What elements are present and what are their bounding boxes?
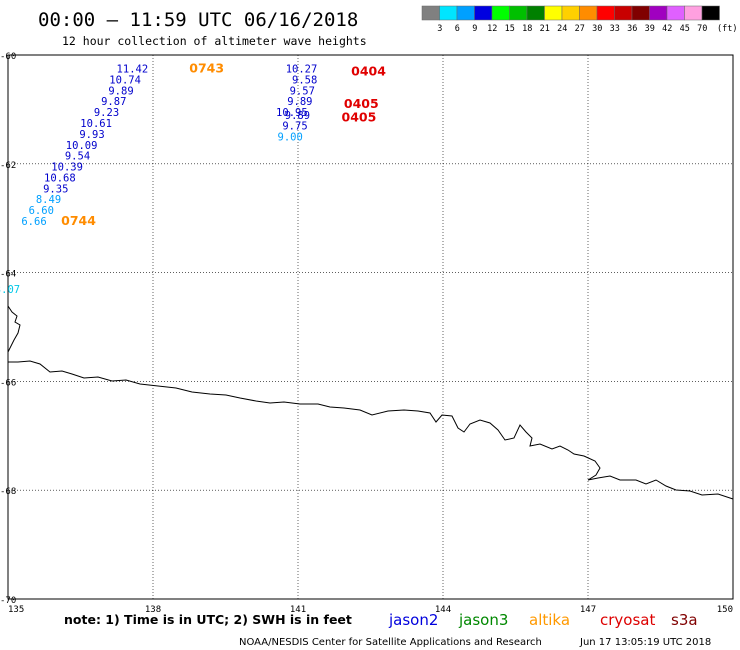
lat-tick-label: -66 xyxy=(0,378,16,388)
swh-value: 10.68 xyxy=(44,172,76,184)
swh-value: 9.54 xyxy=(65,151,90,163)
lat-tick-label: -62 xyxy=(0,161,16,171)
lat-tick-label: -70 xyxy=(0,596,16,606)
legend-label: 36 xyxy=(627,24,637,34)
legend-label: 21 xyxy=(540,24,550,34)
credit-line: NOAA/NESDIS Center for Satellite Applica… xyxy=(239,637,542,648)
swh-value: 9.87 xyxy=(101,96,126,108)
legend-swatch xyxy=(666,5,685,21)
pass-time: 0405 xyxy=(342,110,377,125)
legend-label: 33 xyxy=(610,24,620,34)
footer-note: note: 1) Time is in UTC; 2) SWH is in fe… xyxy=(64,612,352,627)
swh-value: 9.75 xyxy=(282,121,307,133)
legend-label: 42 xyxy=(662,24,672,34)
swh-value: 10.39 xyxy=(51,162,83,174)
legend-label: 9 xyxy=(472,24,477,34)
pass-time: 0743 xyxy=(189,61,224,76)
legend-swatch xyxy=(649,5,668,21)
lon-tick-label: 144 xyxy=(435,605,451,615)
legend-swatch xyxy=(579,5,598,21)
map-subtitle: 12 hour collection of altimeter wave hei… xyxy=(62,34,367,48)
swh-value: 11.42 xyxy=(117,64,149,76)
swh-value: 6.66 xyxy=(21,216,46,228)
swh-value: 9.89 xyxy=(285,110,310,122)
legend-swatch xyxy=(421,5,440,21)
swh-value: 9.93 xyxy=(79,129,104,141)
lat-tick-label: -68 xyxy=(0,487,16,497)
lat-tick-label: -60 xyxy=(0,52,16,62)
lon-tick-label: 147 xyxy=(580,605,596,615)
swh-value: 10.95 xyxy=(276,107,308,119)
swh-value: 10.61 xyxy=(80,118,112,130)
legend-label: 18 xyxy=(522,24,532,34)
swh-value: 6.60 xyxy=(29,205,54,217)
swh-value: 9.89 xyxy=(287,96,312,108)
legend-label: 45 xyxy=(680,24,690,34)
antarctic-coastline xyxy=(7,305,734,500)
color-legend: 3 6 9 12 15 18 21 24 27 30 33 36 39 42 45 70 xyxy=(421,5,720,34)
swh-value: 9.00 xyxy=(278,132,303,144)
swh-value: 10.27 xyxy=(286,64,318,76)
legend-swatch xyxy=(491,5,510,21)
pass-time: 0405 xyxy=(344,96,379,111)
lat-lon-grid xyxy=(8,55,733,599)
satellite-legend: jason2 jason3 altika cryosat s3a xyxy=(388,611,698,629)
legend-label: 70 xyxy=(697,24,707,34)
plot-frame xyxy=(7,54,734,600)
legend-label: 12 xyxy=(487,24,497,34)
swh-value: 3.07 xyxy=(0,284,20,296)
legend-swatch xyxy=(456,5,475,21)
legend-label: 24 xyxy=(557,24,567,34)
legend-swatch xyxy=(631,5,650,21)
lon-tick-label: 135 xyxy=(8,605,24,615)
swh-value: 9.57 xyxy=(290,85,315,97)
legend-label: 30 xyxy=(592,24,602,34)
swh-value: 9.58 xyxy=(292,74,317,86)
swh-value: 10.09 xyxy=(66,140,98,152)
legend-swatch xyxy=(596,5,615,21)
legend-swatch xyxy=(474,5,493,21)
swh-value: 9.35 xyxy=(43,183,68,195)
lon-tick-label: 141 xyxy=(290,605,306,615)
satellite-cryosat: cryosat xyxy=(600,611,655,629)
legend-swatch xyxy=(614,5,633,21)
satellite-jason3: jason3 xyxy=(458,611,508,629)
legend-label: 15 xyxy=(505,24,515,34)
legend-swatch xyxy=(701,5,720,21)
legend-label: 6 xyxy=(455,24,460,34)
swh-value: 10.74 xyxy=(109,74,141,86)
generation-timestamp: Jun 17 13:05:19 UTC 2018 xyxy=(579,637,711,648)
axis-tick-labels: 135 138 141 144 147 150 -60 -62 -64 -66 -68 -70 xyxy=(0,52,733,615)
legend-swatch xyxy=(561,5,580,21)
satellite-jason2: jason2 xyxy=(388,611,438,629)
legend-swatch xyxy=(544,5,563,21)
observation-labels: 11.4210.749.899.879.2310.619.9310.099.54… xyxy=(0,64,317,296)
legend-swatch xyxy=(509,5,528,21)
swh-value: 9.89 xyxy=(108,85,133,97)
lat-tick-label: -64 xyxy=(0,270,16,280)
pass-time: 0404 xyxy=(351,63,386,78)
legend-label: 3 xyxy=(437,24,442,34)
legend-label: 27 xyxy=(575,24,585,34)
satellite-s3a: s3a xyxy=(671,611,698,629)
legend-swatch xyxy=(684,5,703,21)
satellite-altika: altika xyxy=(529,611,570,629)
lon-tick-label: 138 xyxy=(145,605,161,615)
legend-label: 39 xyxy=(645,24,655,34)
lon-tick-label: 150 xyxy=(717,605,733,615)
legend-swatch xyxy=(439,5,458,21)
map-title: 00:00 – 11:59 UTC 06/16/2018 xyxy=(38,9,358,31)
pass-time: 0744 xyxy=(61,213,96,228)
swh-value: 8.49 xyxy=(36,194,61,206)
legend-unit: (ft) xyxy=(717,24,737,34)
swh-value: 9.23 xyxy=(94,107,119,119)
legend-swatch xyxy=(526,5,545,21)
